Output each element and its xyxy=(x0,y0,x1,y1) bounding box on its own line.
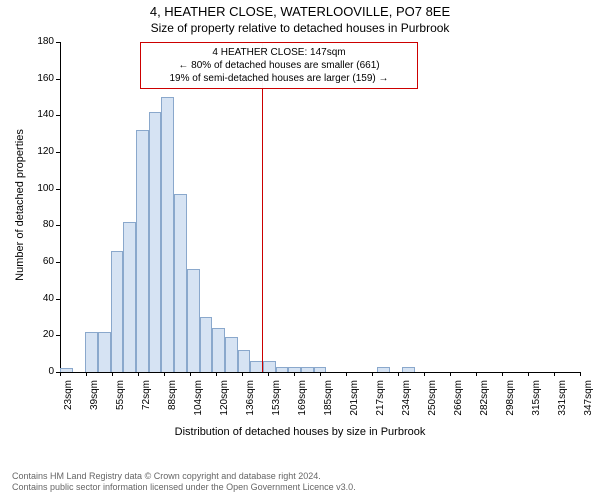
x-tick-label: 347sqm xyxy=(583,380,594,425)
x-tick-label: 185sqm xyxy=(323,380,334,425)
histogram-bar xyxy=(161,97,174,372)
x-tick-label: 298sqm xyxy=(505,380,516,425)
x-tick-label: 266sqm xyxy=(453,380,464,425)
annotation-line-3: 19% of semi-detached houses are larger (… xyxy=(149,72,409,85)
y-tick-label: 0 xyxy=(26,366,54,377)
histogram-bar xyxy=(250,361,263,372)
histogram-bar xyxy=(276,367,289,373)
x-tick-label: 234sqm xyxy=(401,380,412,425)
annotation-line-1: 4 HEATHER CLOSE: 147sqm xyxy=(149,46,409,59)
x-tick-label: 104sqm xyxy=(193,380,204,425)
plot-area: 02040608010012014016018023sqm39sqm55sqm7… xyxy=(60,42,580,372)
y-tick-label: 100 xyxy=(26,183,54,194)
x-tick-label: 201sqm xyxy=(349,380,360,425)
x-tick-label: 169sqm xyxy=(297,380,308,425)
y-tick-label: 140 xyxy=(26,109,54,120)
x-tick-label: 153sqm xyxy=(271,380,282,425)
histogram-bar xyxy=(136,130,149,372)
chart-subtitle: Size of property relative to detached ho… xyxy=(0,19,600,35)
histogram-bar xyxy=(111,251,124,372)
x-tick-label: 120sqm xyxy=(219,380,230,425)
y-tick-label: 60 xyxy=(26,256,54,267)
x-tick-label: 39sqm xyxy=(89,380,100,425)
histogram-bar xyxy=(402,367,415,373)
y-tick-label: 20 xyxy=(26,329,54,340)
y-tick-label: 160 xyxy=(26,73,54,84)
x-tick-label: 72sqm xyxy=(141,380,152,425)
x-tick-label: 282sqm xyxy=(479,380,490,425)
x-tick-label: 23sqm xyxy=(63,380,74,425)
chart-title: 4, HEATHER CLOSE, WATERLOOVILLE, PO7 8EE xyxy=(0,0,600,19)
x-tick-label: 136sqm xyxy=(245,380,256,425)
y-tick-label: 120 xyxy=(26,146,54,157)
footer-line-1: Contains HM Land Registry data © Crown c… xyxy=(12,471,356,483)
histogram-bar xyxy=(238,350,251,372)
x-tick-label: 315sqm xyxy=(531,380,542,425)
histogram-bar xyxy=(174,194,187,372)
x-tick-label: 55sqm xyxy=(115,380,126,425)
x-tick-label: 88sqm xyxy=(167,380,178,425)
histogram-bar xyxy=(225,337,238,372)
y-tick-label: 40 xyxy=(26,293,54,304)
y-tick-label: 80 xyxy=(26,219,54,230)
histogram-bar xyxy=(187,269,200,372)
x-tick-label: 250sqm xyxy=(427,380,438,425)
histogram-bar xyxy=(263,361,276,372)
histogram-bar xyxy=(200,317,213,372)
chart-container: 4, HEATHER CLOSE, WATERLOOVILLE, PO7 8EE… xyxy=(0,0,600,500)
y-tick-label: 180 xyxy=(26,36,54,47)
x-tick-label: 217sqm xyxy=(375,380,386,425)
x-tick-label: 331sqm xyxy=(557,380,568,425)
footer-line-2: Contains public sector information licen… xyxy=(12,482,356,494)
property-marker-line xyxy=(262,42,263,372)
histogram-bar xyxy=(212,328,225,372)
y-axis-label: Number of detached properties xyxy=(14,105,26,305)
histogram-bar xyxy=(123,222,136,372)
histogram-bar xyxy=(149,112,162,372)
footer-text: Contains HM Land Registry data © Crown c… xyxy=(12,471,356,494)
annotation-box: 4 HEATHER CLOSE: 147sqm ← 80% of detache… xyxy=(140,42,418,89)
annotation-line-2: ← 80% of detached houses are smaller (66… xyxy=(149,59,409,72)
histogram-bar xyxy=(377,367,390,373)
x-axis-label: Distribution of detached houses by size … xyxy=(0,426,600,438)
histogram-bar xyxy=(60,368,73,372)
histogram-bar xyxy=(98,332,111,372)
histogram-bar xyxy=(85,332,98,372)
histogram-bar xyxy=(301,367,314,373)
